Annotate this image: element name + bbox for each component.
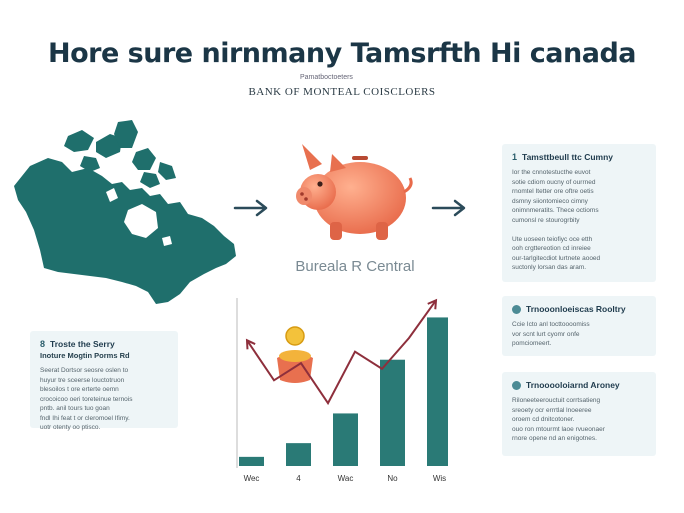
piggy-bank-icon <box>296 144 413 240</box>
chart-bar <box>427 317 448 466</box>
arrow-right-icon <box>233 199 268 217</box>
canada-map-icon <box>14 120 236 304</box>
card-title: Tamsttbeull ttc Cumny <box>522 152 614 162</box>
center-label: Bureala R Central <box>295 258 415 275</box>
small-caption: Pamatboctoeters <box>300 74 353 81</box>
card-body: Seerat Dortsor seosre oslen to huyur tre… <box>40 367 133 431</box>
card-subtitle: Inoture Mogtin Porms Rd <box>40 351 130 360</box>
trend-arrowhead <box>245 338 256 350</box>
card-body: Riloneeteerouctuit corrtsatieng sreoety … <box>512 397 605 442</box>
info-card-left: 8 Troste the Serry Inoture Mogtin Porms … <box>30 331 178 431</box>
info-card-top-right: 1 Tamsttbeull ttc Cumny Ior the cnnotest… <box>502 144 656 282</box>
card-title: Trnooooloiarnd Aroney <box>526 380 620 390</box>
money-jar-icon <box>277 326 313 383</box>
chart-bar <box>286 443 311 466</box>
chart-bar <box>333 413 358 466</box>
card-bullet-icon <box>512 380 521 390</box>
card-title: Trnooonloeiscas Rooltry <box>526 304 626 314</box>
page-subtitle: BANK OF MONTEAL COISCLOERS <box>248 86 436 98</box>
x-tick-label: 4 <box>296 474 301 483</box>
card-body: Ior the cnnotestucthe euvot sotie cdiom … <box>512 169 601 271</box>
growth-chart <box>236 298 448 468</box>
info-card-mid-right: 8 Trnooonloeiscas Rooltry Ccie Icto anl … <box>502 296 656 356</box>
trend-arrowhead <box>427 298 438 310</box>
info-card-bottom-right: 5 Trnooooloiarnd Aroney Riloneeteerouctu… <box>502 372 656 456</box>
card-body: Ccie Icto anl tocttoooomiss vor scnt lur… <box>512 321 590 347</box>
arrow-right-icon <box>431 199 466 217</box>
x-tick-label: Wac <box>337 474 354 483</box>
page-title: Hore sure nirnmany Tamsrfth Hi canada <box>48 38 637 69</box>
chart-bar <box>380 359 405 466</box>
card-bullet-icon <box>512 304 521 314</box>
card-title: Troste the Serry <box>50 339 115 349</box>
x-tick-label: No <box>387 474 398 483</box>
trend-line <box>246 299 437 406</box>
x-tick-label: Wis <box>432 474 447 483</box>
card-number: 8 <box>40 339 46 349</box>
chart-bar <box>239 456 264 466</box>
x-tick-label: Wec <box>243 474 260 483</box>
card-number: 1 <box>512 152 518 162</box>
